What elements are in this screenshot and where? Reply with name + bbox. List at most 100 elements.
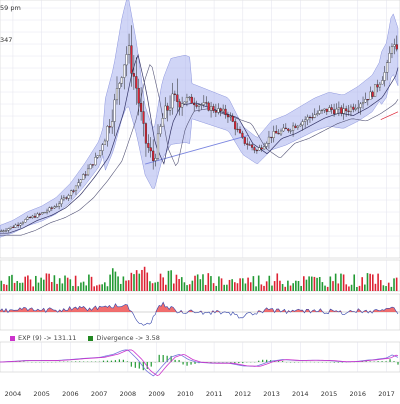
candle-up xyxy=(58,204,60,206)
candle-up xyxy=(80,180,82,183)
volume-bar-down xyxy=(205,285,207,291)
exp-legend-item: EXP (9) -> 131.11 xyxy=(10,334,76,342)
candle-down xyxy=(138,88,140,103)
divergence-bar xyxy=(381,361,382,362)
candle-up xyxy=(290,131,292,132)
candle-up xyxy=(181,104,183,107)
volume-bar-down xyxy=(375,284,377,291)
candle-down xyxy=(29,217,31,218)
candle-up xyxy=(104,141,106,145)
candle-up xyxy=(258,148,260,151)
candle-down xyxy=(340,108,342,114)
volume-bar-up xyxy=(306,280,308,291)
volume-bar-up xyxy=(16,281,18,291)
candle-down xyxy=(295,126,297,128)
candle-up xyxy=(157,134,159,158)
candle-up xyxy=(3,231,5,232)
divergence-bar xyxy=(111,361,112,362)
divergence-bar xyxy=(194,362,195,364)
volume-bar-down xyxy=(56,284,58,291)
candle-up xyxy=(316,114,318,115)
volume-bar-down xyxy=(239,278,241,291)
divergence-bar xyxy=(389,359,390,362)
volume-bar-down xyxy=(128,280,130,291)
macd-panel-frame xyxy=(0,342,400,372)
candle-down xyxy=(246,144,248,145)
volume-bar-up xyxy=(245,283,247,291)
divergence-bar xyxy=(107,361,108,362)
candle-down xyxy=(261,148,263,149)
volume-bar-up xyxy=(356,287,358,291)
volume-bar-up xyxy=(192,281,194,291)
volume-bar-up xyxy=(80,283,82,291)
candle-up xyxy=(369,92,371,100)
volume-bar-up xyxy=(322,282,324,291)
volume-bar-up xyxy=(43,280,45,291)
volume-bar-down xyxy=(207,273,209,291)
volume-bar-up xyxy=(391,287,393,291)
volume-bar-down xyxy=(136,270,138,291)
candle-up xyxy=(229,116,231,117)
candle-down xyxy=(220,109,222,111)
divergence-bar xyxy=(393,361,394,362)
candle-down xyxy=(225,109,227,114)
candle-down xyxy=(213,106,215,110)
divergence-bar xyxy=(334,362,335,363)
candle-down xyxy=(309,117,311,118)
candle-down xyxy=(331,108,333,110)
volume-bar-up xyxy=(295,281,297,291)
candle-up xyxy=(160,126,162,133)
volume-bar-down xyxy=(24,277,26,291)
candle-down xyxy=(352,107,354,109)
candle-up xyxy=(360,104,362,108)
candle-down xyxy=(208,103,210,110)
candle-down xyxy=(372,92,374,97)
candle-up xyxy=(302,122,304,125)
volume-bar-down xyxy=(348,286,350,291)
candle-up xyxy=(121,78,123,84)
candle-up xyxy=(357,108,359,109)
volume-bar-up xyxy=(255,286,257,291)
candle-down xyxy=(17,225,19,226)
candle-up xyxy=(77,183,79,186)
candle-down xyxy=(333,110,335,114)
candle-up xyxy=(283,128,285,131)
x-tick-label-2008: 2008 xyxy=(120,390,137,398)
volume-bar-up xyxy=(38,283,40,291)
candle-up xyxy=(63,198,65,199)
volume-bar-up xyxy=(324,286,326,291)
candle-up xyxy=(128,46,130,55)
divergence-bar xyxy=(397,362,398,365)
volume-bar-up xyxy=(298,281,300,291)
volume-bar-down xyxy=(51,282,53,291)
volume-bar-up xyxy=(335,274,337,291)
candle-up xyxy=(24,219,26,222)
volume-bar-up xyxy=(54,275,56,291)
volume-bar-down xyxy=(338,283,340,291)
candle-up xyxy=(188,97,190,98)
volume-bar-down xyxy=(343,274,345,291)
x-tick-label-2004: 2004 xyxy=(5,390,22,398)
divergence-bar xyxy=(385,361,386,362)
candle-up xyxy=(314,115,316,118)
volume-bar-up xyxy=(184,282,186,291)
volume-bar-up xyxy=(383,285,385,291)
volume-bar-down xyxy=(96,285,98,291)
volume-bar-down xyxy=(146,273,148,291)
candle-up xyxy=(155,158,157,160)
x-tick-label-2017: 2017 xyxy=(378,390,395,398)
volume-bar-down xyxy=(178,279,180,291)
volume-bar-down xyxy=(247,278,249,291)
candle-up xyxy=(119,83,121,88)
candle-up xyxy=(266,143,268,146)
candle-down xyxy=(167,106,169,110)
volume-bar-down xyxy=(276,273,278,291)
candle-down xyxy=(140,103,142,111)
volume-bar-up xyxy=(83,282,85,291)
candle-up xyxy=(201,105,203,106)
divergence-bar xyxy=(378,361,379,362)
volume-bar-up xyxy=(258,276,260,291)
volume-bar-up xyxy=(253,276,255,291)
volume-bar-down xyxy=(279,281,281,291)
divergence-bar xyxy=(190,362,191,365)
